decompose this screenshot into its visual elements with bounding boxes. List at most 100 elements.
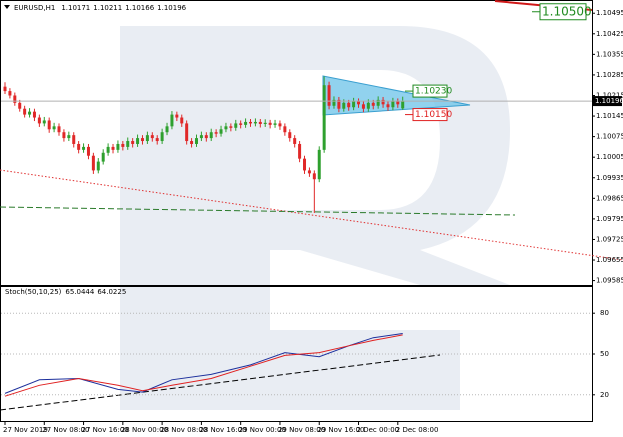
candle-body — [219, 129, 223, 134]
candle-body — [229, 126, 233, 128]
candle-body — [303, 158, 307, 171]
candle-body — [361, 104, 365, 109]
x-tick-label: 28 Nov 08:00 — [160, 426, 207, 434]
candle-body — [106, 146, 110, 153]
y-tick-label: 1.09585 — [596, 277, 623, 285]
candle-body — [101, 152, 105, 162]
candle-body — [381, 99, 385, 105]
candle-body — [42, 120, 46, 124]
candle-body — [194, 138, 198, 144]
candle-body — [62, 132, 66, 139]
candle-body — [72, 135, 76, 144]
candle-body — [332, 99, 336, 106]
candle-body — [116, 143, 120, 150]
candle-body — [273, 123, 277, 125]
price-label-box — [412, 108, 448, 122]
candle-body — [67, 135, 71, 139]
candle-body — [268, 122, 272, 125]
candle-body — [136, 138, 140, 144]
y-tick-label: 1.10425 — [596, 30, 623, 38]
candle-body — [307, 170, 311, 174]
candle-body — [288, 132, 292, 139]
y-tick-label: 1.09865 — [596, 194, 623, 202]
x-tick-label: 28 Nov 16:00 — [199, 426, 246, 434]
candle-body — [32, 111, 36, 118]
y-tick-label: 1.10145 — [596, 112, 623, 120]
x-tick-label: 27 Nov 16:00 — [82, 426, 129, 434]
candle-body — [396, 101, 400, 105]
candle-body — [180, 117, 184, 124]
candle-body — [199, 135, 203, 139]
stoch-title: Stoch(50,10,25) — [5, 288, 62, 296]
candle-body — [322, 85, 326, 150]
header-value: 1.10196 — [157, 4, 186, 12]
candle-body — [13, 95, 17, 103]
candle-body — [337, 99, 341, 109]
symbol: EURUSD,H1 — [14, 4, 55, 12]
header-icon — [4, 5, 10, 9]
price-label: 1.10500 — [542, 4, 592, 18]
y-tick-label: 1.10215 — [596, 91, 623, 99]
candle-body — [121, 143, 125, 147]
candle-body — [37, 117, 41, 124]
price-pane-frame — [0, 0, 593, 286]
y-tick-label: 1.09655 — [596, 256, 623, 264]
y-tick-label: 20 — [600, 391, 609, 399]
candle-body — [209, 132, 213, 139]
candle-body — [77, 143, 81, 150]
candle-body — [234, 123, 238, 128]
candle-body — [170, 114, 174, 127]
x-tick-label: 2 Dec 08:00 — [396, 426, 439, 434]
candle-body — [376, 99, 380, 106]
candle-body — [327, 85, 331, 106]
candle-body — [352, 101, 356, 108]
y-tick-label: 1.10075 — [596, 133, 623, 141]
candle-body — [244, 121, 248, 125]
current-price-box — [593, 96, 622, 107]
candle-body — [204, 135, 208, 139]
candle-body — [342, 102, 346, 109]
header-value: 1.10211 — [93, 4, 122, 12]
header-value: 1.10166 — [125, 4, 154, 12]
candle-body — [47, 120, 51, 130]
candle-body — [293, 138, 297, 144]
candle-body — [52, 126, 56, 130]
watermark-shape — [120, 26, 510, 285]
x-tick-label: 29 Nov 00:00 — [239, 426, 286, 434]
y-tick-label: 1.09725 — [596, 235, 623, 243]
candle-body — [190, 141, 194, 144]
candle-body — [386, 104, 390, 108]
candle-body — [96, 161, 100, 171]
candle-body — [283, 126, 287, 133]
candle-body — [126, 141, 130, 147]
candle-body — [249, 121, 252, 124]
chart-header: EURUSD,H1 1.10171 1.10211 1.10166 1.10196 — [14, 4, 187, 12]
candle-body — [224, 126, 228, 130]
candle-body — [57, 126, 61, 133]
candle-body — [28, 111, 32, 115]
candle-body — [347, 102, 351, 108]
candle-body — [86, 146, 90, 156]
price-label: 1.10150 — [415, 110, 452, 120]
stoch-header: Stoch(50,10,25) 65.0444 64.0225 — [5, 288, 126, 296]
x-tick-label: 29 Nov 16:00 — [317, 426, 364, 434]
candle-body — [165, 126, 169, 133]
support-line — [0, 206, 516, 216]
candle-body — [214, 132, 218, 134]
y-tick-label: 1.10355 — [596, 50, 623, 58]
candle-body — [371, 102, 375, 106]
candle-body — [239, 123, 243, 125]
y-tick-label: 1.09935 — [596, 174, 623, 182]
candle-body — [263, 122, 267, 124]
candle-body — [145, 135, 149, 142]
candle-body — [8, 91, 12, 96]
candle-body — [131, 141, 135, 144]
y-tick-label: 1.09795 — [596, 215, 623, 223]
candle-body — [258, 121, 262, 124]
candle-body — [82, 146, 86, 150]
y-tick-label: 80 — [600, 309, 609, 317]
candle-body — [23, 108, 27, 115]
candle-body — [253, 121, 257, 124]
x-tick-label: 29 Nov 08:00 — [278, 426, 325, 434]
